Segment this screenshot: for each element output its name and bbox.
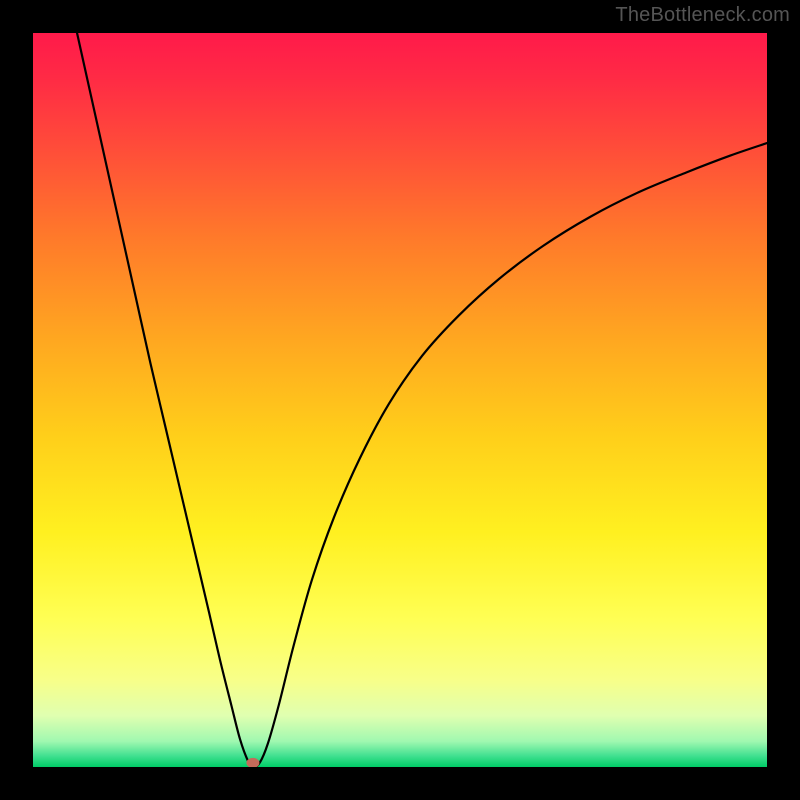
watermark-text: TheBottleneck.com bbox=[615, 4, 790, 27]
bottleneck-curve-svg bbox=[33, 33, 767, 767]
chart-root: TheBottleneck.com bbox=[0, 0, 800, 800]
plot-area bbox=[33, 33, 767, 767]
optimal-point-marker bbox=[247, 757, 260, 767]
bottleneck-curve bbox=[77, 33, 767, 767]
